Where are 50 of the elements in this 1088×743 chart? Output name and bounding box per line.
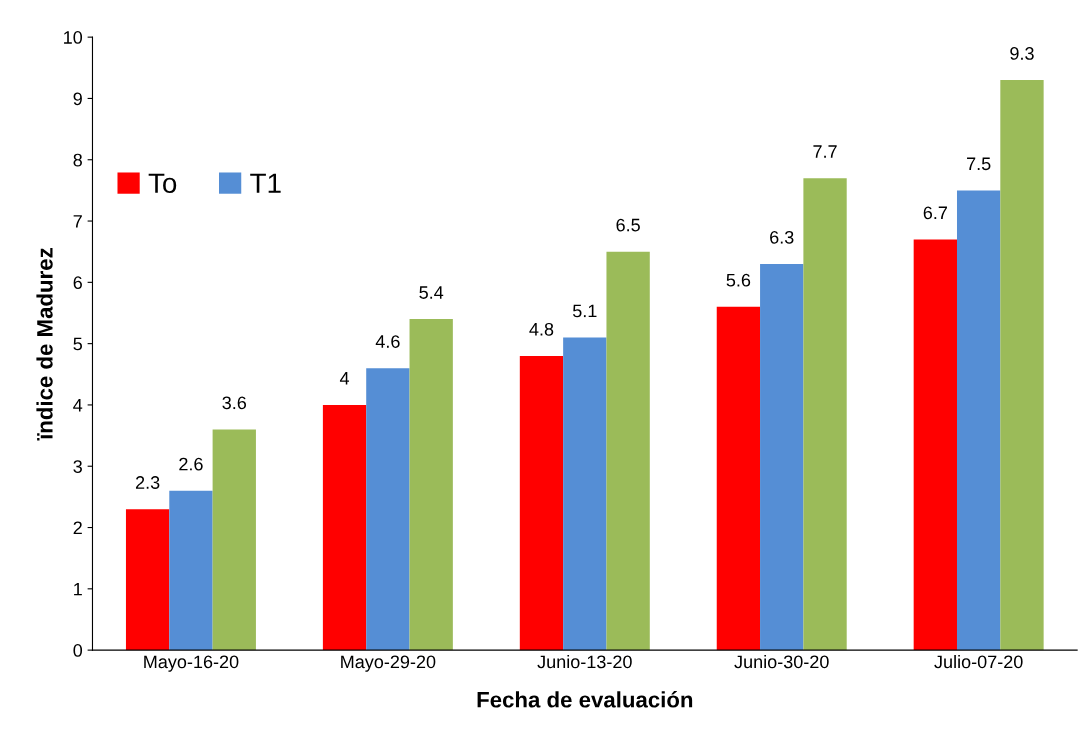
data-label: 3.6: [222, 396, 247, 410]
data-label: 5.1: [572, 304, 597, 318]
data-label: 9.3: [1010, 47, 1034, 60]
bar: [169, 490, 213, 651]
data-label: 7.5: [967, 157, 991, 171]
bar: [322, 404, 367, 651]
y-tick-label: 1: [74, 582, 82, 596]
data-label: 4.8: [529, 322, 554, 336]
bar: [913, 239, 957, 651]
x-tick-label: Mayo-16-20: [144, 655, 239, 672]
x-tick-label: Julio-07-20: [934, 654, 1023, 669]
data-label: 2.6: [179, 457, 203, 471]
y-tick-label: 4: [73, 399, 83, 412]
y-tick-label: 9: [73, 92, 82, 106]
y-tick-label: 10: [64, 31, 83, 44]
y-axis-title: ïndice de Madurez: [36, 248, 53, 441]
y-tick-label: 2: [73, 521, 82, 535]
data-label: 6.3: [770, 230, 794, 244]
data-label: 5.6: [726, 273, 751, 287]
bar: [956, 190, 1001, 651]
y-tick-label: 6: [73, 276, 82, 290]
legend-label: To: [148, 173, 177, 194]
legend-label: T1: [250, 173, 281, 193]
y-tick-label: 7: [73, 215, 82, 228]
bar: [212, 429, 256, 651]
y-tick-label: 3: [73, 460, 82, 473]
bar: [1000, 80, 1044, 651]
bar: [760, 263, 804, 651]
bar: [803, 178, 847, 651]
bar: [716, 306, 761, 651]
data-label: 6.5: [616, 218, 640, 232]
bar: [125, 509, 170, 651]
y-tick-label: 8: [73, 153, 82, 167]
x-axis-title: Fecha de evaluación: [477, 691, 693, 708]
data-label: 2.3: [135, 476, 160, 489]
x-tick-label: Junio-30-20: [734, 654, 829, 669]
data-label: 4: [339, 372, 350, 385]
y-tick-label: 0: [73, 644, 83, 657]
bar: [606, 251, 650, 651]
bar: [519, 355, 564, 651]
bar: [563, 337, 607, 651]
bar: [366, 368, 410, 651]
data-label: 5.4: [419, 286, 444, 299]
y-tick-label: 5: [73, 337, 82, 351]
data-label: 7.7: [813, 145, 837, 158]
x-tick-label: Junio-13-20: [537, 654, 632, 669]
bar: [409, 319, 453, 651]
data-label: 6.7: [923, 206, 947, 220]
x-tick-label: Mayo-29-20: [341, 655, 436, 672]
data-label: 4.6: [375, 335, 400, 348]
